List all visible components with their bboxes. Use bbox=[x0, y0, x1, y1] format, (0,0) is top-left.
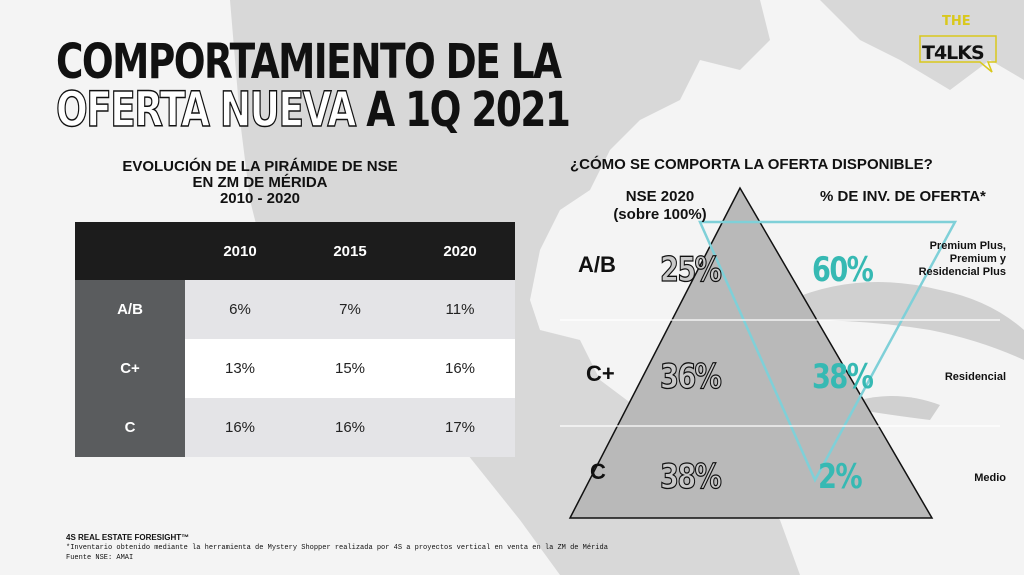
talks-logo: THE T4LKS bbox=[918, 14, 1000, 74]
segment-line: Residencial Plus bbox=[918, 266, 1006, 278]
table-heading-line-1: EVOLUCIÓN DE LA PIRÁMIDE DE NSE bbox=[122, 158, 398, 175]
table-corner bbox=[75, 222, 185, 280]
nse-pyramid bbox=[560, 186, 1000, 519]
footer-brand: 4S REAL ESTATE FORESIGHT™ bbox=[66, 533, 190, 542]
nse-evolution-table: 2010 2015 2020 A/B 6% 7% 11% C+ 13% 15% … bbox=[75, 222, 515, 457]
segment-label: Residencial bbox=[880, 371, 1006, 384]
offer-percent: 60% bbox=[812, 250, 874, 290]
column-header: 2010 bbox=[185, 222, 295, 280]
nse-percent: 36% bbox=[659, 356, 722, 397]
row-label: A/B bbox=[75, 280, 185, 339]
table-header-row: 2010 2015 2020 bbox=[75, 222, 515, 280]
segment-line: Premium y bbox=[949, 253, 1006, 265]
nse-column-header: NSE 2020 (sobre 100%) bbox=[600, 188, 720, 224]
title-line-1: COMPORTAMIENTO DE LA bbox=[56, 34, 562, 90]
row-label: C+ bbox=[75, 339, 185, 398]
table-heading: EVOLUCIÓN DE LA PIRÁMIDE DE NSE EN ZM DE… bbox=[110, 159, 410, 207]
offer-inverted-triangle bbox=[698, 220, 958, 483]
segment-line: Premium Plus, bbox=[929, 240, 1006, 252]
table-row: C 16% 16% 17% bbox=[75, 398, 515, 457]
table-cell: 16% bbox=[295, 398, 405, 457]
nse-percent: 38% bbox=[659, 456, 722, 497]
level-label: C bbox=[590, 459, 606, 484]
table-cell: 11% bbox=[405, 280, 515, 339]
pyramid-triangle bbox=[568, 186, 934, 519]
table-heading-line-2: EN ZM DE MÉRIDA bbox=[192, 174, 328, 191]
inv-column-header: % DE INV. DE OFERTA* bbox=[820, 188, 986, 205]
title-outline-text: OFERTA NUEVA bbox=[55, 82, 357, 138]
table-cell: 13% bbox=[185, 339, 295, 398]
row-label: C bbox=[75, 398, 185, 457]
table-cell: 16% bbox=[185, 398, 295, 457]
level-label: C+ bbox=[586, 361, 615, 386]
table-cell: 7% bbox=[295, 280, 405, 339]
table-cell: 15% bbox=[295, 339, 405, 398]
level-label: A/B bbox=[578, 252, 616, 277]
column-header: 2020 bbox=[405, 222, 515, 280]
segment-label: Premium Plus, Premium y Residencial Plus bbox=[880, 240, 1006, 279]
offer-heading: ¿CÓMO SE COMPORTA LA OFERTA DISPONIBLE? bbox=[570, 156, 933, 173]
footer-source: Fuente NSE: AMAI bbox=[66, 554, 134, 562]
offer-percent: 2% bbox=[818, 457, 863, 497]
title-line-2: OFERTA NUEVA A 1Q 2021 bbox=[55, 85, 570, 135]
segment-line: Medio bbox=[974, 472, 1006, 484]
logo-the: THE bbox=[942, 14, 971, 29]
offer-percent: 38% bbox=[812, 357, 874, 397]
table-row: A/B 6% 7% 11% bbox=[75, 280, 515, 339]
table-cell: 16% bbox=[405, 339, 515, 398]
segment-label: Medio bbox=[880, 472, 1006, 485]
nse-column-title: NSE 2020 bbox=[625, 188, 695, 205]
logo-talks: T4LKS bbox=[922, 42, 985, 64]
footer-note: *Inventario obtenido mediante la herrami… bbox=[66, 544, 608, 552]
table-heading-line-3: 2010 - 2020 bbox=[219, 190, 301, 207]
logo-frame bbox=[919, 35, 997, 73]
table-cell: 17% bbox=[405, 398, 515, 457]
nse-percent: 25% bbox=[659, 249, 722, 290]
column-header: 2015 bbox=[295, 222, 405, 280]
nse-column-subtitle: (sobre 100%) bbox=[613, 206, 707, 223]
table-cell: 6% bbox=[185, 280, 295, 339]
title-solid-text: A 1Q 2021 bbox=[366, 82, 571, 138]
footer: 4S REAL ESTATE FORESIGHT™ *Inventario ob… bbox=[66, 533, 608, 563]
segment-line: Residencial bbox=[944, 371, 1006, 383]
table-row: C+ 13% 15% 16% bbox=[75, 339, 515, 398]
page-title: COMPORTAMIENTO DE LA OFERTA NUEVA A 1Q 2… bbox=[55, 34, 570, 135]
